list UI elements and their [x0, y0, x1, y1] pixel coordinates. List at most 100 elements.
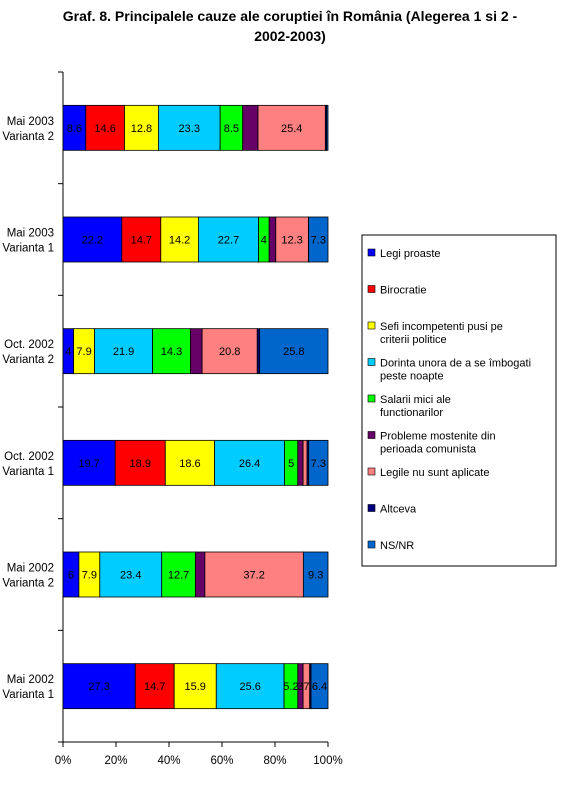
data-label: 21.9: [113, 346, 134, 358]
data-label: 20.8: [219, 346, 240, 358]
data-label: 7.9: [76, 346, 91, 358]
legend-label: Altceva: [380, 504, 417, 516]
legend-item: Probleme mostenite din perioada comunista: [367, 431, 496, 456]
bar-segment: [308, 216, 329, 263]
data-label: 7.3: [311, 235, 326, 247]
bar-segment: [297, 439, 304, 486]
data-label: 22.7: [218, 235, 239, 247]
x-tick-label: 80%: [263, 755, 286, 767]
legend-label: Sefi incompetenti pusi pe criterii politi…: [380, 321, 503, 346]
data-label: 19.7: [78, 458, 99, 470]
category-label-line: Oct. 2002: [4, 451, 54, 463]
bar-segment: [194, 551, 206, 598]
legend-item: Salarii mici ale functionarilor: [367, 394, 451, 419]
legend-label-line: Dorinta unora de a se îmbogati: [380, 358, 531, 370]
chart-title-line-1: Graf. 8. Principalele cauze ale coruptie…: [62, 8, 518, 24]
category-label-line: Mai 2003: [7, 228, 54, 240]
legend-item: NS/NR: [367, 540, 414, 552]
category-label-line: Mai 2002: [7, 563, 54, 575]
bar-group: 27.3 14.7 15.9 25.6 5.23 7 6.4: [62, 663, 329, 710]
data-label: 4: [65, 346, 71, 358]
category-label-line: Oct. 2002: [4, 339, 54, 351]
bar-group: 22.2 14.7 14.2 22.7 4 12.3 7.3: [62, 216, 329, 263]
data-label: 14.6: [94, 123, 115, 135]
data-label: 14.7: [144, 681, 165, 693]
bar-segment: [85, 104, 125, 151]
legend-label: Legile nu sunt aplicate: [380, 467, 489, 479]
legend-swatch: [367, 358, 376, 366]
data-label: 14.3: [161, 346, 182, 358]
legend-label: Birocratie: [380, 285, 426, 297]
category-label: Oct. 2002 Varianta 1: [2, 451, 54, 478]
bar-segment: [302, 439, 308, 486]
category-label-line: Mai 2003: [7, 116, 54, 128]
legend-label: Salarii mici ale functionarilor: [380, 394, 451, 419]
category-label: Oct. 2002 Varianta 2: [2, 339, 54, 366]
bar-segment: [215, 663, 285, 710]
data-label: 15.9: [185, 681, 206, 693]
legend-label: Probleme mostenite din perioada comunista: [380, 431, 496, 456]
legend-item: Dorinta unora de a se îmbogati peste noap…: [367, 358, 531, 383]
data-label: 37.2: [243, 570, 264, 582]
legend-label: NS/NR: [380, 540, 414, 552]
bar-segment: [62, 663, 136, 710]
legend-item: Sefi incompetenti pusi pe criterii politi…: [367, 321, 503, 346]
legend-item: Legi proaste: [367, 248, 441, 260]
legend-label-line: peste noapte: [380, 371, 444, 383]
data-label: 27.3: [88, 681, 109, 693]
data-label: 25.8: [283, 346, 304, 358]
x-tick-label: 40%: [157, 755, 180, 767]
bar-segment: [242, 104, 259, 151]
legend-label: Legi proaste: [380, 248, 441, 260]
category-label: Mai 2002 Varianta 2: [2, 563, 54, 590]
data-label: 22.2: [82, 235, 103, 247]
chart-title-line-2: 2002-2003): [254, 28, 326, 44]
x-tick-label: 0%: [55, 755, 72, 767]
legend-swatch: [367, 540, 376, 549]
x-tick-label: 60%: [210, 755, 233, 767]
data-label: 9.3: [308, 570, 323, 582]
bar-segment: [204, 551, 304, 598]
category-label-line: Varianta 2: [2, 354, 54, 366]
category-label: Mai 2003 Varianta 2: [2, 116, 54, 143]
legend-label-line: Altceva: [380, 504, 417, 516]
legend-swatch: [367, 467, 376, 476]
data-label: 7: [303, 681, 309, 693]
legend-swatch: [367, 321, 376, 330]
legend-label: Dorinta unora de a se îmbogati peste noap…: [380, 358, 531, 383]
data-label: 12.3: [281, 235, 302, 247]
legend-swatch: [367, 431, 376, 439]
bar-segment: [62, 439, 116, 486]
bar-segment: [326, 104, 329, 151]
bar-segment: [124, 104, 159, 151]
bar-segment: [164, 439, 215, 486]
plot-area: 0% 20% 40% 60% 80% 100% 8.6 14.6 12.8 23.3 8.5 25.4…: [2, 71, 343, 767]
bar-segment: [310, 663, 329, 710]
data-label: 8.5: [224, 123, 239, 135]
category-label-line: Varianta 2: [2, 131, 54, 143]
bar-segment: [152, 328, 191, 375]
category-label-line: Varianta 1: [2, 243, 54, 255]
bar-segment: [121, 216, 162, 263]
legend-swatch: [367, 285, 376, 293]
bar-segment: [198, 216, 259, 263]
legend-label-line: Legi proaste: [380, 248, 441, 260]
data-label: 5.2: [283, 681, 298, 693]
category-label: Mai 2002 Varianta 1: [2, 674, 54, 701]
legend-label-line: NS/NR: [380, 540, 414, 552]
category-label-line: Varianta 1: [2, 689, 54, 701]
bar-segment: [173, 663, 217, 710]
bar-segment: [134, 663, 175, 710]
bar-segment: [214, 439, 285, 486]
legend-swatch: [367, 394, 376, 403]
bar-segment: [302, 551, 329, 598]
data-label: 4: [261, 235, 267, 247]
bar-segment: [275, 216, 309, 263]
data-label: 25.6: [239, 681, 260, 693]
category-label-line: Varianta 2: [2, 578, 54, 590]
data-label: 18.9: [130, 458, 151, 470]
bar-segment: [99, 551, 163, 598]
data-label: 23.4: [120, 570, 141, 582]
bar-segment: [190, 328, 203, 375]
data-label: 6.4: [312, 681, 327, 693]
